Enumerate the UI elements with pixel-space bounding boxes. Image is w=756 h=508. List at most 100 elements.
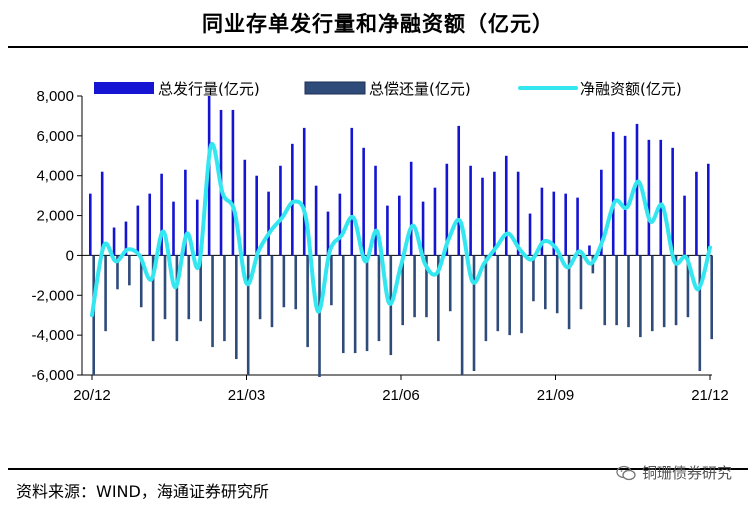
repayment-bar — [686, 255, 690, 318]
y-tick-label: -4,000 — [31, 327, 74, 344]
issuance-bar — [100, 171, 104, 256]
issuance-bar — [421, 201, 425, 256]
issuance-bar — [611, 131, 615, 256]
repayment-bar — [460, 255, 464, 375]
repayment-bar — [508, 255, 511, 336]
issuance-bar — [516, 171, 520, 256]
repayment-bar — [294, 255, 298, 310]
repayment-bar — [437, 255, 440, 342]
repayment-bar — [401, 255, 404, 326]
legend-label: 净融资额(亿元) — [580, 80, 682, 98]
repayment-bar — [270, 255, 274, 328]
repayment-bar — [603, 255, 607, 326]
legend-label: 总发行量(亿元) — [158, 80, 260, 98]
y-tick-label: 0 — [66, 247, 74, 264]
issuance-bar — [469, 165, 472, 256]
issuance-bar — [398, 195, 401, 256]
issuance-bar — [540, 187, 544, 256]
issuance-bar — [374, 165, 377, 256]
legend-label: 总偿还量(亿元) — [369, 80, 471, 98]
x-tick-label: 21/09 — [537, 387, 575, 404]
repayment-bar — [151, 255, 155, 342]
issuance-bar — [279, 165, 282, 256]
repayment-bar — [353, 255, 357, 354]
repayment-bar — [175, 255, 179, 342]
issuance-bar — [671, 147, 674, 256]
legend: 总发行量(亿元) 总偿还量(亿元) 净融资额(亿元) — [94, 80, 682, 98]
repayment-bar — [674, 255, 678, 326]
repayment-bar — [425, 255, 428, 318]
wechat-icon — [616, 465, 636, 480]
issuance-bar — [635, 123, 639, 256]
repayment-bar — [532, 255, 535, 302]
bottom-rule — [8, 468, 748, 470]
issuance-bar — [184, 169, 187, 256]
y-tick-label: 6,000 — [36, 128, 74, 145]
chart-title: 同业存单发行量和净融资额（亿元） — [202, 12, 554, 36]
repayment-bar — [330, 255, 333, 306]
y-tick-label: -6,000 — [31, 367, 74, 384]
repayment-bar — [341, 255, 345, 354]
issuance-bar — [89, 193, 92, 256]
repayment-bar — [710, 255, 713, 340]
issuance-bar — [267, 191, 270, 256]
repayment-bar — [698, 255, 702, 372]
top-rule — [8, 46, 748, 48]
x-tick-label: 20/12 — [73, 387, 111, 404]
issuance-bar — [160, 173, 163, 256]
chart: 8,000 6,000 4,000 2,000 0 -2,000 -4,000 -6,000 2… — [31, 80, 728, 404]
watermark: 铜珊债券研究 — [616, 462, 732, 483]
net-financing-series-line — [90, 141, 712, 318]
issuance-bar — [255, 175, 258, 256]
repayment-bar — [639, 255, 642, 338]
repayment-bar — [116, 255, 119, 290]
issuance-bar — [695, 171, 698, 256]
issuance-bar — [291, 143, 294, 256]
x-tick-label: 21/03 — [228, 387, 266, 404]
issuance-bar — [707, 163, 710, 256]
y-tick-label: 8,000 — [36, 88, 74, 105]
repayment-bar — [448, 255, 452, 312]
repayment-bar — [139, 255, 143, 308]
issuance-bar — [302, 127, 306, 256]
repayment-bar — [235, 255, 238, 360]
x-tick-label: 21/12 — [691, 387, 729, 404]
issuance-bar — [552, 191, 556, 256]
issuance-bar — [623, 135, 627, 256]
watermark-text: 铜珊债券研究 — [641, 464, 732, 482]
issuance-bar — [457, 125, 461, 256]
issuance-bar — [409, 161, 413, 256]
repayment-bar — [472, 255, 476, 372]
y-tick-label: 2,000 — [36, 208, 74, 225]
issuance-bars — [89, 96, 710, 256]
issuance-bar — [243, 159, 247, 256]
axes: 8,000 6,000 4,000 2,000 0 -2,000 -4,000 -6,000 2… — [31, 88, 728, 404]
repayment-bar — [496, 255, 500, 332]
legend-swatch — [94, 82, 154, 94]
issuance-bar — [350, 127, 354, 256]
issuance-bar — [564, 193, 567, 256]
issuance-bar — [659, 139, 663, 256]
issuance-bar — [148, 193, 152, 256]
repayment-bar — [282, 255, 286, 308]
repayment-bar — [615, 255, 618, 326]
repayment-bar — [579, 255, 583, 310]
issuance-bar — [600, 169, 603, 256]
repayment-bar — [413, 255, 416, 318]
issuance-bar — [195, 199, 199, 256]
issuance-bar — [314, 185, 318, 256]
repayment-bar — [104, 255, 107, 332]
y-tick-label: 4,000 — [36, 168, 74, 185]
issuance-bar — [588, 245, 591, 256]
repayment-bar — [365, 255, 369, 352]
issuance-bar — [112, 227, 116, 256]
source-note: 资料来源：WIND，海通证券研究所 — [16, 482, 269, 501]
repayment-bar — [199, 255, 202, 322]
repayment-bar — [544, 255, 547, 310]
repayment-bar — [650, 255, 654, 332]
repayment-bars — [92, 255, 713, 377]
repayment-bar — [627, 255, 630, 328]
repayment-bar — [520, 255, 523, 334]
issuance-bar — [338, 193, 342, 256]
repayment-bar — [258, 255, 262, 320]
